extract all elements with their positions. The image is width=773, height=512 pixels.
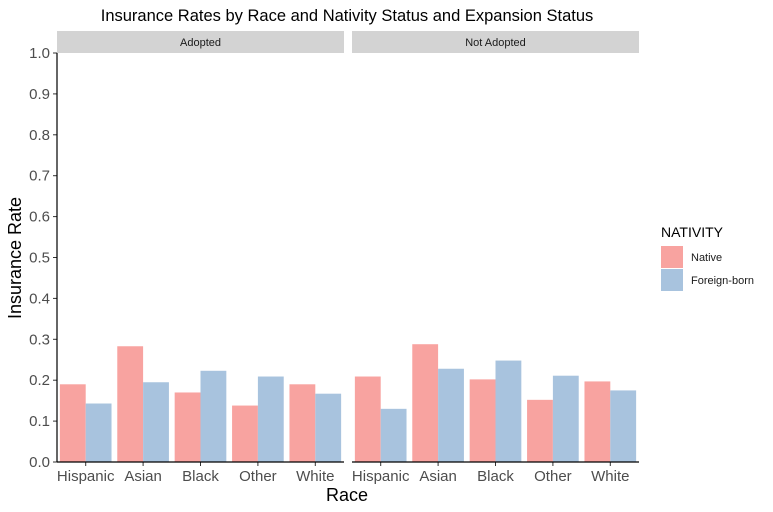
- y-tick-label: 0.2: [29, 372, 50, 389]
- facet-strip-label: Not Adopted: [465, 37, 526, 49]
- x-tick-label: Hispanic: [352, 468, 410, 485]
- bar-foreign-born-white: [315, 393, 342, 462]
- y-tick-label: 0.5: [29, 250, 50, 267]
- x-tick-label: Other: [534, 468, 572, 485]
- y-axis-title: Insurance Rate: [5, 197, 25, 319]
- y-tick-label: 0.8: [29, 127, 50, 144]
- facet-strip: [57, 31, 344, 53]
- bar-native-other: [232, 405, 258, 462]
- bar-native-asian: [117, 346, 144, 462]
- bar-native-other: [527, 399, 553, 462]
- y-tick-label: 0.0: [29, 454, 50, 471]
- bar-foreign-born-asian: [143, 382, 169, 462]
- bar-native-hispanic: [354, 376, 381, 462]
- bar-foreign-born-other: [552, 375, 579, 462]
- bar-native-white: [584, 381, 611, 462]
- x-tick-label: Other: [239, 468, 277, 485]
- bar-native-black: [174, 392, 201, 462]
- bar-native-hispanic: [59, 384, 86, 462]
- bar-foreign-born-black: [495, 360, 522, 462]
- legend: NATIVITY Native Foreign-born: [661, 224, 754, 291]
- legend-label: Native: [691, 252, 722, 264]
- chart-title: Insurance Rates by Race and Nativity Sta…: [101, 7, 594, 25]
- facet-strip: [352, 31, 639, 53]
- facet-panel: Not Adopted Hispanic Asian Black Other White: [352, 31, 639, 485]
- y-tick-label: 0.3: [29, 331, 50, 348]
- bar-native-black: [469, 379, 496, 462]
- x-tick-label: Asian: [124, 468, 162, 485]
- y-tick-label: 1.0: [29, 45, 50, 62]
- bar-foreign-born-other: [257, 376, 284, 462]
- legend-label: Foreign-born: [691, 275, 754, 287]
- x-tick-label: Hispanic: [57, 468, 115, 485]
- x-axis-title: Race: [326, 485, 368, 505]
- legend-title: NATIVITY: [661, 224, 724, 240]
- y-axis: 0.0 0.1 0.2 0.3 0.4 0.5 0.6 0.7 0.8 0.9 1.0: [29, 45, 58, 471]
- bar-foreign-born-hispanic: [380, 408, 407, 462]
- x-tick-label: Black: [477, 468, 514, 485]
- x-tick-label: White: [296, 468, 334, 485]
- legend-swatch: [661, 269, 683, 291]
- bar-foreign-born-asian: [438, 368, 464, 462]
- facet-strip-label: Adopted: [180, 37, 221, 49]
- legend-swatch: [661, 246, 683, 268]
- y-tick-label: 0.6: [29, 209, 50, 226]
- x-tick-label: Black: [182, 468, 219, 485]
- bar-native-white: [289, 384, 316, 462]
- bar-foreign-born-black: [200, 370, 227, 462]
- x-tick-label: Asian: [419, 468, 457, 485]
- y-tick-label: 0.1: [29, 413, 50, 430]
- y-tick-label: 0.9: [29, 86, 50, 103]
- bar-native-asian: [412, 344, 439, 462]
- y-tick-label: 0.4: [29, 290, 50, 307]
- facet-panel: Adopted Hispanic Asian Black Other White: [57, 31, 344, 485]
- bar-foreign-born-hispanic: [85, 403, 112, 462]
- y-tick-label: 0.7: [29, 168, 50, 185]
- bar-foreign-born-white: [610, 390, 637, 462]
- x-tick-label: White: [591, 468, 629, 485]
